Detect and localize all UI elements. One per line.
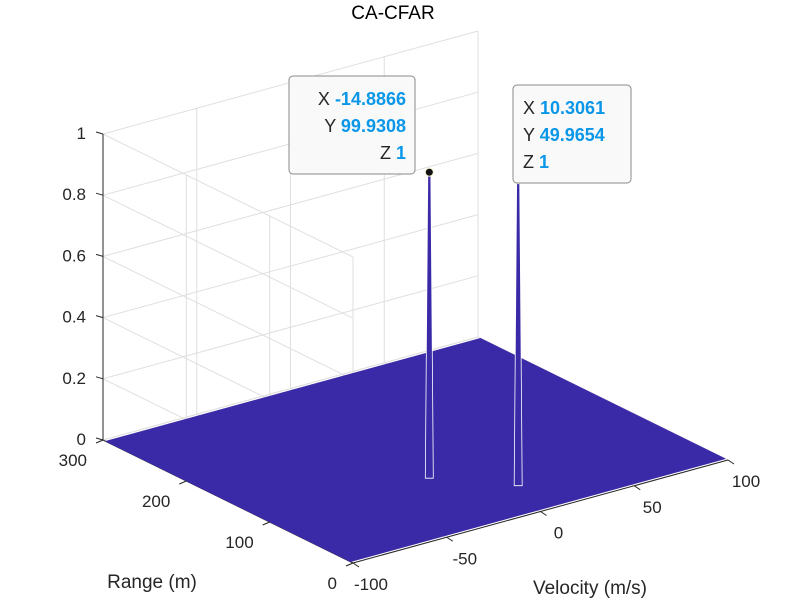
datatip-row: Z 1: [380, 143, 406, 163]
x-tick-label: 50: [643, 498, 662, 517]
datatip-key: Z: [380, 143, 396, 163]
surface-zero-plane: [104, 337, 727, 563]
datatip-key: X: [318, 89, 335, 109]
side-wall-grid-horizontal: [102, 255, 354, 380]
z-tick-mark: [95, 253, 104, 257]
chart-title: CA-CFAR: [351, 3, 434, 24]
back-wall-grid-horizontal: [102, 214, 479, 319]
datatip-row: Z 1: [523, 152, 549, 172]
y-tick-mark: [345, 562, 354, 567]
datatip-value: 1: [396, 143, 406, 163]
z-tick-label: 0: [77, 430, 86, 449]
y-tick-mark: [179, 480, 187, 485]
y-tick-mark: [262, 521, 270, 526]
x-tick-mark: [633, 485, 641, 491]
back-wall-grid-horizontal: [102, 152, 479, 257]
y-tick-label: 100: [225, 533, 253, 552]
side-wall-grid-horizontal: [102, 133, 354, 258]
x-tick-mark: [727, 459, 735, 465]
x-tick-label: 0: [554, 524, 563, 543]
datatip-value: 49.9654: [540, 125, 605, 145]
z-tick-mark: [95, 131, 104, 135]
z-tick-label: 1: [77, 124, 86, 143]
z-tick-label: 0.6: [62, 246, 86, 265]
datatip-key: Y: [324, 116, 341, 136]
datatip-value: 1: [539, 152, 549, 172]
datatip-key: X: [523, 98, 540, 118]
datatip-key: Z: [523, 152, 539, 172]
x-axis-label: Velocity (m/s): [533, 578, 647, 599]
z-tick-mark: [95, 376, 104, 380]
datatip-row: X 10.3061: [523, 98, 605, 118]
tick-labels: -100 -50 0 50 100 0 100 200 300 0 0.2 0.4 0.6 0.8 1: [59, 124, 761, 594]
datatip-row: X -14.8866: [318, 89, 406, 109]
z-tick-label: 0.4: [62, 308, 86, 327]
y-tick-label: 300: [59, 451, 87, 470]
datatip-box: [288, 75, 416, 175]
y-tick-label: 200: [142, 492, 170, 511]
datatip-row: Y 49.9654: [523, 125, 605, 145]
x-tick-label: -50: [452, 549, 477, 568]
z-tick-mark: [95, 437, 104, 441]
peak-spike-1: [424, 171, 434, 479]
back-wall-grid-horizontal: [102, 275, 479, 380]
y-tick-mark: [95, 439, 104, 444]
datatip-value: -14.8866: [335, 89, 406, 109]
datatip-value: 10.3061: [540, 98, 605, 118]
z-tick-label: 0.2: [62, 369, 86, 388]
datatip-box: [512, 84, 632, 184]
peak-marker-1: [424, 167, 434, 177]
surface-plot: [104, 337, 727, 563]
z-tick-mark: [95, 315, 104, 319]
datatip-value: 99.9308: [341, 116, 406, 136]
x-tick-mark: [352, 562, 360, 568]
peak-spike-2: [513, 179, 523, 487]
datatip-key: Y: [523, 125, 540, 145]
y-tick-label: 0: [328, 574, 337, 593]
x-tick-label: 100: [732, 472, 760, 491]
x-tick-mark: [540, 511, 547, 516]
z-tick-mark: [95, 192, 104, 196]
x-tick-label: -100: [354, 575, 388, 594]
datatip-row: Y 99.9308: [324, 116, 406, 136]
back-wall-grid-horizontal: [102, 336, 479, 441]
x-tick-mark: [446, 536, 454, 542]
side-wall-grid-horizontal: [102, 194, 354, 319]
z-tick-label: 0.8: [62, 185, 86, 204]
datatip-1: X -14.8866 Y 99.9308 Z 1: [288, 75, 416, 175]
y-axis-label: Range (m): [107, 572, 197, 593]
